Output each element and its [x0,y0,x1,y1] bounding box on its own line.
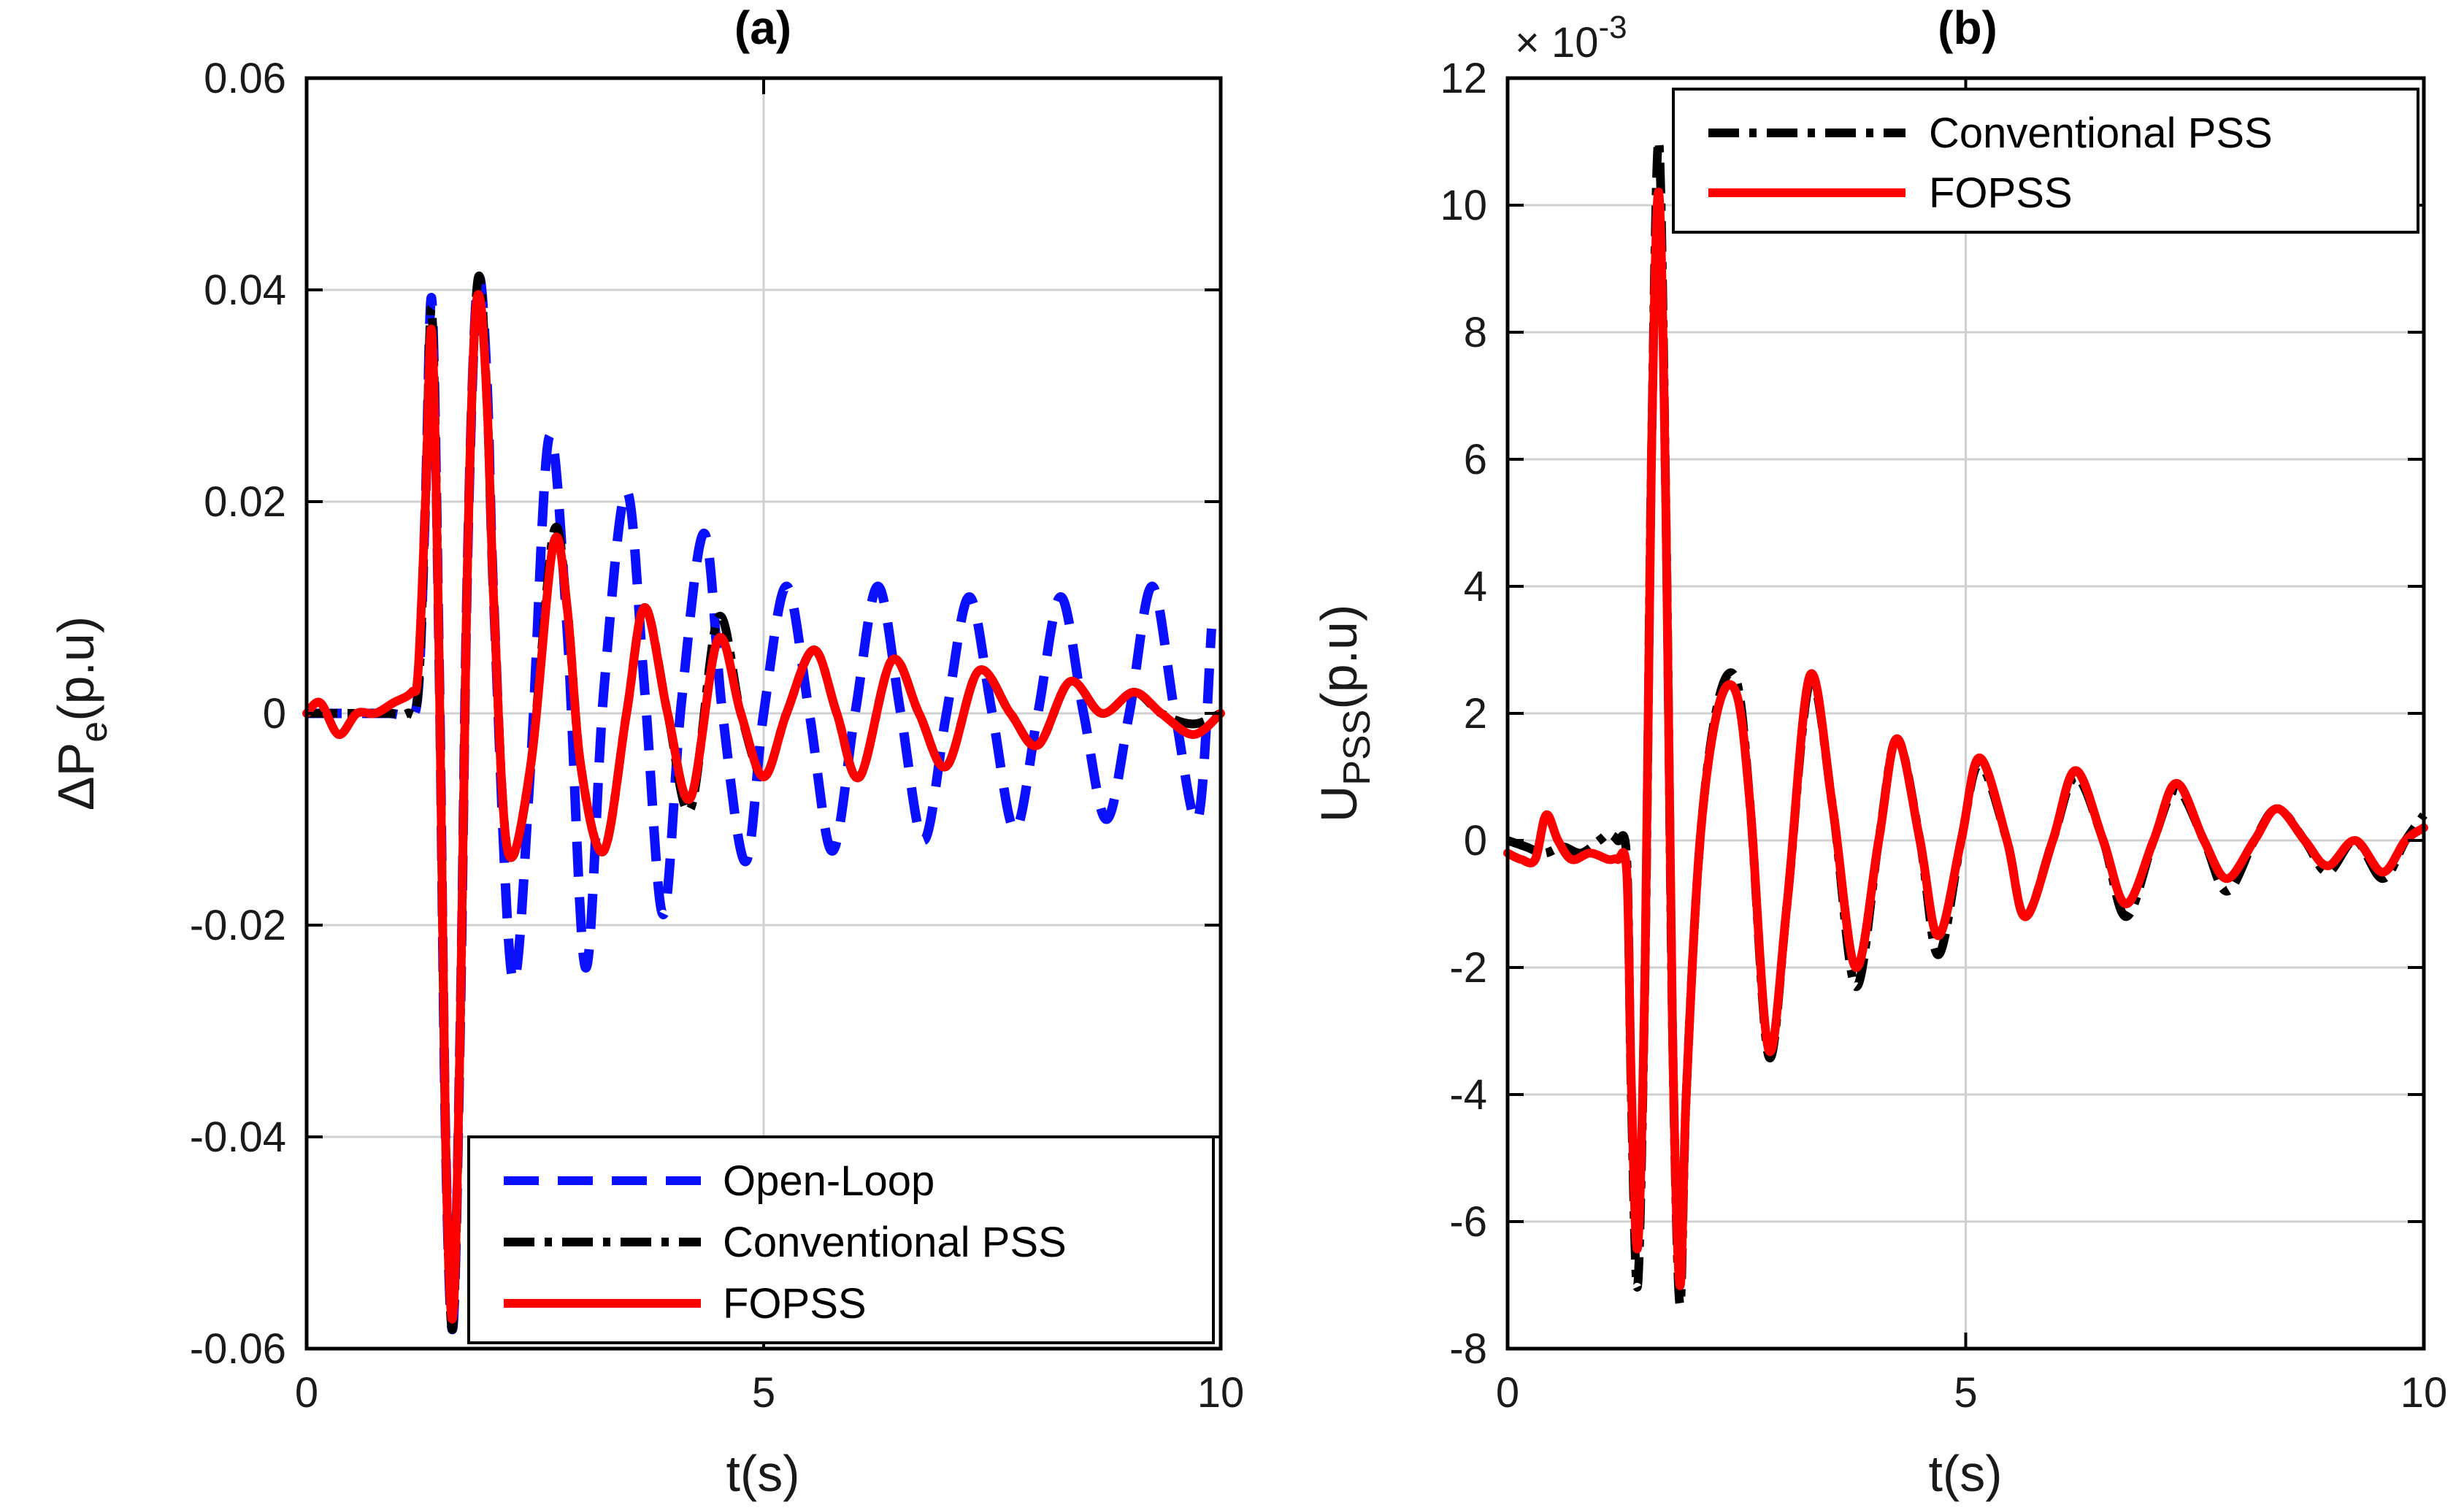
y-tick-label: -0.06 [190,1325,286,1373]
y-tick-label: 0.04 [204,267,286,314]
y-tick-label: -8 [1449,1325,1487,1373]
y-axis-label-a-sub: e [73,721,115,743]
y-tick-label: 8 [1464,309,1487,356]
y-tick-label: -4 [1449,1071,1487,1119]
y-tick-label: 12 [1440,55,1487,102]
y-tick-label: 6 [1464,436,1487,483]
legend-label-conventional-b: Conventional PSS [1929,110,2273,157]
series-lines-b [1503,137,2428,1309]
y-axis-label-a-tail: (p.u) [47,616,104,721]
y-tick-label: 0.02 [204,478,286,526]
y-tick-label: -0.04 [190,1114,286,1161]
legend-label-open-loop: Open-Loop [723,1157,934,1205]
y-tick-label: 0.06 [204,55,286,102]
axis-ticks-a: 0 5 10 -0.06 -0.04 -0.02 0 0.02 0.04 0.06 [190,55,1244,1417]
y-axis-label-a: ΔPe(p.u) [47,616,115,810]
y-axis-label-b-sub: PSS [1336,710,1378,786]
exponent-base-b: × 10 [1515,19,1599,66]
y-tick-label: 4 [1464,563,1487,610]
x-axis-label-a: t(s) [726,1445,799,1502]
x-axis-label-b: t(s) [1928,1445,2002,1502]
y-axis-exponent-b: × 10-3 [1515,9,1627,66]
axis-ticks-b: 0 5 10 -8 -6 -4 -2 0 2 4 6 8 10 12 [1440,55,2447,1417]
y-tick-label: 10 [1440,182,1487,229]
legend-label-fopss-b: FOPSS [1929,169,2073,217]
legend-label-fopss-a: FOPSS [723,1280,867,1327]
y-tick-label: 0 [1464,817,1487,865]
y-tick-label: -2 [1449,944,1487,992]
y-tick-label: -6 [1449,1198,1487,1246]
legend-a: Open-Loop Conventional PSS FOPSS [467,1135,1215,1344]
x-tick-label: 5 [1954,1369,1977,1417]
legend-label-conventional-a: Conventional PSS [723,1219,1067,1266]
series-line-fopss [1503,188,2428,1290]
x-tick-label: 10 [2400,1369,2448,1417]
x-tick-label: 10 [1197,1369,1245,1417]
y-axis-label-b-tail: (p.u) [1310,605,1367,710]
x-tick-label: 5 [752,1369,775,1417]
series-line-fopss [302,290,1225,1324]
y-axis-label-b: UPSS(p.u) [1310,605,1378,823]
y-tick-label: 0 [263,690,286,737]
y-tick-label: 2 [1464,690,1487,737]
series-lines-a [302,271,1225,1335]
chart-title-b: (b) [1938,1,1997,54]
x-tick-label: 0 [295,1369,318,1417]
x-tick-label: 0 [1496,1369,1519,1417]
chart-panel-b: (b) × 10-3 0 5 10 -8 -6 -4 -2 0 2 4 6 8 10 12 t(s) UP… [1310,1,2447,1502]
y-tick-label: -0.02 [190,902,286,949]
y-axis-label-b-main: U [1310,786,1367,823]
chart-title-a: (a) [734,1,791,54]
legend-b: Conventional PSS FOPSS [1672,88,2419,234]
y-axis-label-a-main: ΔP [47,743,104,810]
exponent-power-b: -3 [1599,9,1627,45]
chart-panel-a: (a) 0 5 10 -0.06 -0.04 -0.02 0 0.02 0.04 0.06 t(s… [47,1,1244,1502]
legend-box-b [1672,88,2419,234]
